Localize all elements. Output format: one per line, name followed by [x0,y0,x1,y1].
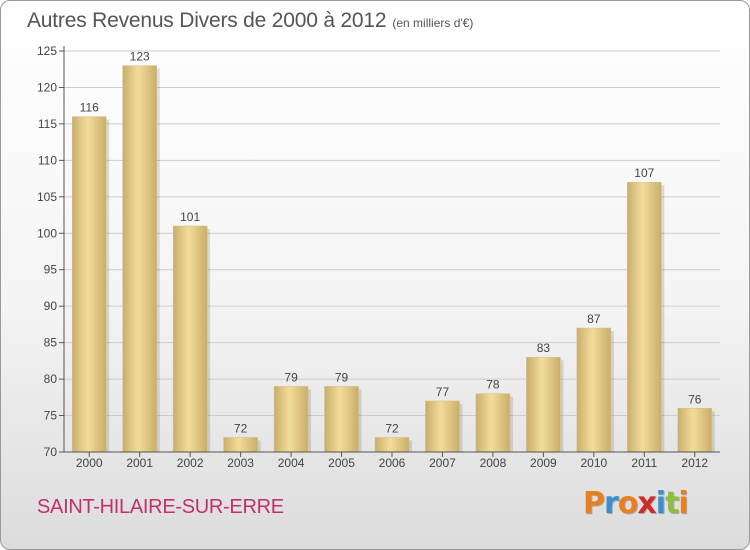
chart-title: Autres Revenus Divers de 2000 à 2012 (en … [27,9,473,33]
bar [677,408,713,453]
x-tick-label: 2007 [429,456,456,470]
chart-unit-text: (en milliers d'€) [392,16,474,30]
bar [71,116,107,453]
y-tick-label: 90 [44,299,58,313]
bar [223,437,258,453]
x-tick-label: 2012 [681,456,708,470]
bar-value-label: 101 [180,210,200,224]
x-tick-label: 2005 [328,456,355,470]
bar [576,327,612,453]
logo-letter: x [637,486,656,521]
y-tick-label: 110 [38,153,57,167]
bar [172,225,208,453]
y-tick-label: 70 [44,445,58,459]
logo-letter: i [655,486,666,521]
chart-title-text: Autres Revenus Divers de 2000 à 2012 [27,9,387,32]
y-tick-label: 95 [44,263,58,277]
axes [59,46,720,457]
x-tick-label: 2006 [379,456,406,470]
logo-letter: i [678,486,688,521]
commune-name: SAINT-HILAIRE-SUR-ERRE [37,496,284,518]
grid-lines [64,50,720,453]
y-tick-label: 100 [37,226,57,240]
x-tick-label: 2008 [480,456,507,470]
bar [374,437,410,453]
bar-value-label: 87 [587,312,601,326]
y-tick-label: 85 [44,336,58,350]
x-tick-label: 2001 [126,456,153,470]
x-tick-label: 2011 [631,456,657,470]
bar-value-label: 72 [234,421,248,435]
bars [71,65,715,453]
bar [324,386,359,453]
bar-value-label: 76 [688,392,702,406]
y-tick-label: 115 [38,117,57,131]
bar [475,393,511,453]
y-tick-label: 80 [44,372,58,386]
bar-value-label: 83 [537,341,551,355]
bar-value-label: 78 [486,378,500,392]
labels: 70 75 80 85 90 95 100 105 110 115 120 125 116 2000 123… [37,44,708,470]
x-tick-label: 2010 [580,456,607,470]
bar [273,386,309,453]
logo-letter: r [604,486,619,521]
bar [526,356,561,453]
x-tick-label: 2003 [227,456,254,470]
proxiti-logo[interactable]: Proxiti [583,486,689,521]
bar-value-label: 79 [284,370,298,384]
bar-value-label: 79 [335,370,349,384]
y-tick-label: 125 [37,44,57,58]
bar-value-label: 116 [80,101,99,115]
logo-letter: P [583,486,605,521]
bar-value-label: 77 [436,385,450,399]
y-tick-label: 120 [37,80,57,94]
y-tick-label: 105 [37,190,57,204]
y-tick-label: 75 [44,409,58,423]
bar-value-label: 72 [385,421,399,435]
bar [425,400,460,453]
logo-letter: o [617,486,639,521]
bar [122,65,157,453]
bar-value-label: 107 [634,166,654,180]
bar [627,181,662,453]
x-tick-label: 2004 [278,456,305,470]
x-tick-label: 2000 [76,456,103,470]
x-tick-label: 2002 [177,456,204,470]
logo-letter: t [665,486,679,521]
x-tick-label: 2009 [530,456,557,470]
bar-value-label: 123 [130,50,150,64]
